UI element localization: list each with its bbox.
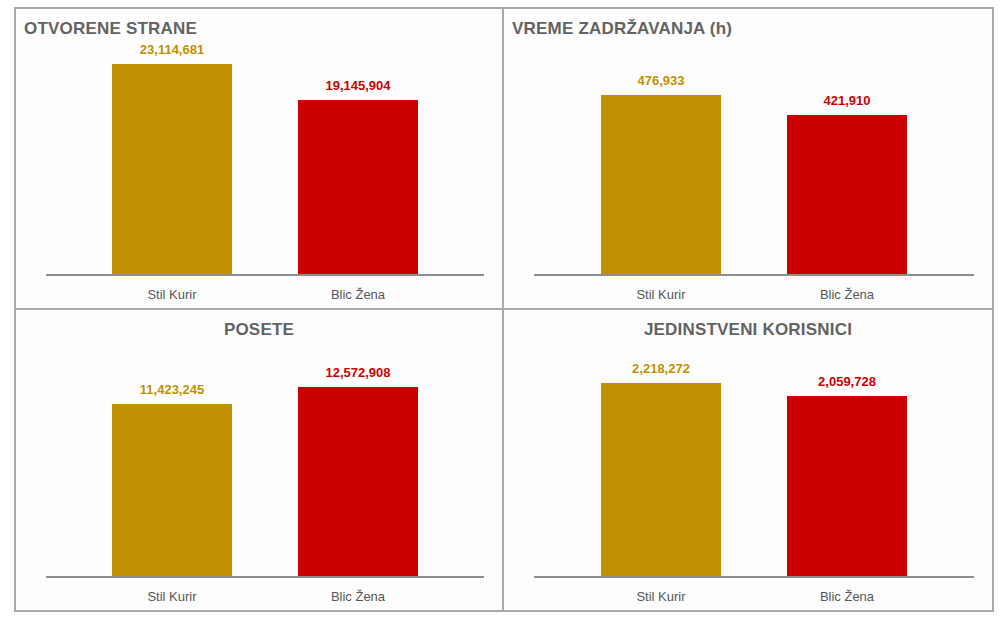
value-label-stil-kurir: 23,114,681 xyxy=(140,42,204,57)
bar-group-stil-kurir: 2,218,272 xyxy=(601,361,721,576)
chart-title: OTVORENE STRANE xyxy=(16,19,502,39)
x-axis-labels: Stil Kurir Blic Žena xyxy=(46,287,484,302)
value-label-blic-zena: 421,910 xyxy=(824,93,871,108)
category-label-blic-zena: Blic Žena xyxy=(787,589,907,604)
x-axis-labels: Stil Kurir Blic Žena xyxy=(534,589,974,604)
plot-area: 476,933 421,910 xyxy=(534,56,974,276)
plot-area: 11,423,245 12,572,908 xyxy=(46,357,484,579)
bar-group-stil-kurir: 23,114,681 xyxy=(112,42,232,274)
value-label-stil-kurir: 11,423,245 xyxy=(140,382,204,397)
chart-title: JEDINSTVENI KORISNICI xyxy=(504,320,992,340)
bar-stil-kurir xyxy=(112,64,232,274)
chart-otvorene-strane: OTVORENE STRANE 23,114,681 19,145,904 St… xyxy=(16,9,504,310)
bar-stil-kurir xyxy=(601,95,721,274)
bar-group-blic-zena: 2,059,728 xyxy=(787,374,907,576)
plot-area: 23,114,681 19,145,904 xyxy=(46,56,484,276)
value-label-stil-kurir: 476,933 xyxy=(638,73,685,88)
bar-group-blic-zena: 19,145,904 xyxy=(298,78,418,274)
bar-stil-kurir xyxy=(601,383,721,576)
chart-vreme-zadrzavanja: VREME ZADRŽAVANJA (h) 476,933 421,910 St… xyxy=(504,9,992,310)
chart-title: VREME ZADRŽAVANJA (h) xyxy=(504,19,992,39)
chart-title: POSETE xyxy=(16,320,502,340)
dashboard-grid: OTVORENE STRANE 23,114,681 19,145,904 St… xyxy=(14,7,994,612)
x-axis-labels: Stil Kurir Blic Žena xyxy=(46,589,484,604)
bar-blic-zena xyxy=(298,387,418,576)
bar-group-blic-zena: 12,572,908 xyxy=(298,365,418,576)
bar-blic-zena xyxy=(787,115,907,274)
value-label-blic-zena: 2,059,728 xyxy=(818,374,876,389)
value-label-blic-zena: 12,572,908 xyxy=(325,365,390,380)
bar-blic-zena xyxy=(787,396,907,576)
category-label-stil-kurir: Stil Kurir xyxy=(601,287,721,302)
bar-group-blic-zena: 421,910 xyxy=(787,93,907,274)
chart-posete: POSETE 11,423,245 12,572,908 Stil Kurir … xyxy=(16,310,504,611)
plot-area: 2,218,272 2,059,728 xyxy=(534,357,974,579)
bar-group-stil-kurir: 11,423,245 xyxy=(112,382,232,576)
bar-group-stil-kurir: 476,933 xyxy=(601,73,721,274)
value-label-blic-zena: 19,145,904 xyxy=(325,78,390,93)
value-label-stil-kurir: 2,218,272 xyxy=(632,361,690,376)
chart-jedinstveni-korisnici: JEDINSTVENI KORISNICI 2,218,272 2,059,72… xyxy=(504,310,992,611)
category-label-blic-zena: Blic Žena xyxy=(298,287,418,302)
category-label-stil-kurir: Stil Kurir xyxy=(601,589,721,604)
bar-stil-kurir xyxy=(112,404,232,576)
category-label-blic-zena: Blic Žena xyxy=(298,589,418,604)
category-label-blic-zena: Blic Žena xyxy=(787,287,907,302)
category-label-stil-kurir: Stil Kurir xyxy=(112,589,232,604)
category-label-stil-kurir: Stil Kurir xyxy=(112,287,232,302)
x-axis-labels: Stil Kurir Blic Žena xyxy=(534,287,974,302)
bar-blic-zena xyxy=(298,100,418,274)
